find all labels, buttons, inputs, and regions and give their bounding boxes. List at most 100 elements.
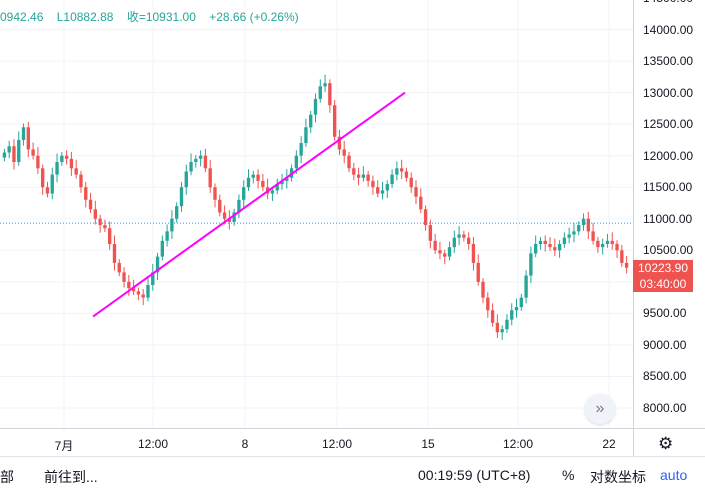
legend-high: 0942.46 [0,10,44,24]
gear-icon[interactable]: ⚙ [658,434,674,453]
candle-body [309,114,313,128]
scroll-to-realtime-button[interactable]: » [585,394,615,424]
timezone-clock[interactable]: 00:19:59 (UTC+8) [418,467,531,483]
candle-body [208,168,212,188]
candle-body [45,187,50,194]
candle-body [108,228,112,244]
candle-body [242,187,246,200]
candle-body [189,162,193,172]
chart-plot-area[interactable]: 0942.46 L10882.88 收=10931.00 +28.66 (+0.… [0,0,633,428]
candle-body [251,174,255,178]
candle-body [165,231,169,241]
candle-body [88,199,93,210]
time-axis[interactable]: 7月 12:00 8 12:00 15 12:00 22 [0,428,633,457]
candle-body [572,231,576,235]
candle-body [385,184,389,191]
price-tick: 12000.00 [643,148,694,163]
time-tick: 12:00 [502,437,534,451]
candle-body [93,209,98,219]
log-scale-toggle[interactable]: 对数坐标 [590,469,646,485]
candle-body [131,288,136,292]
candle-body [194,158,198,162]
candle-body [553,247,557,251]
candle-body [294,155,299,169]
price-axis[interactable]: 14500.00 14000.00 13500.00 13000.00 12500.00… [633,0,705,428]
candle-body [2,152,7,158]
price-tick: 14500.00 [643,0,693,5]
candle-body [64,155,69,159]
price-tick: 13500.00 [643,54,694,69]
price-tick: 11000.00 [643,211,693,226]
candle-body [232,212,236,222]
candle-body [103,225,107,229]
candle-body [261,180,265,188]
candle-body [519,297,523,308]
candle-body [562,237,567,244]
time-tick: 22 [602,437,616,451]
candle-body [352,168,356,175]
candle-body [605,240,610,244]
time-tick: 7月 [54,439,74,453]
candle-body [452,237,456,248]
candle-body [591,231,595,241]
goto-date-button[interactable]: 前往到... [44,469,98,485]
candle-body [615,244,619,251]
candle-body [581,218,586,226]
time-tick: 12:00 [137,437,169,451]
candle-body [17,139,21,162]
candle-body [160,240,165,257]
candle-body [146,285,150,298]
candle-body [514,307,519,311]
candle-body [122,272,126,282]
candle-body [356,174,361,178]
candle-body [218,199,222,213]
candle-body [376,187,380,194]
candle-body [275,184,279,191]
axis-corner: ⚙ [633,428,705,457]
legend-low: L10882.88 [56,10,114,24]
candle-body [438,250,442,254]
candle-body [170,218,174,232]
candle-body [84,187,88,200]
price-tick: 9000.00 [643,337,687,352]
candle-body [443,253,447,257]
candle-body [476,262,480,282]
price-tick: 8500.00 [643,369,687,384]
candle-body [457,234,461,238]
candle-body [447,247,452,257]
candle-body [117,262,121,273]
candle-body [462,234,466,238]
candlestick-chart[interactable] [0,0,633,428]
candle-body [399,168,404,172]
ohlc-legend: 0942.46 L10882.88 收=10931.00 +28.66 (+0.… [0,8,309,25]
candle-body [323,83,327,87]
candle-body [12,146,16,162]
candle-body [586,218,590,232]
candle-body [433,240,437,251]
candle-body [337,136,342,150]
auto-scale-toggle[interactable]: auto [660,467,688,483]
percent-scale-toggle[interactable]: % [562,467,575,483]
candle-body [60,155,64,162]
candle-body [198,155,203,159]
candle-body [524,275,528,298]
price-tick: 9500.00 [643,306,687,321]
candle-body [390,174,394,185]
range-button-all[interactable]: 部 [0,469,14,485]
candle-body [7,146,11,153]
price-tick: 10500.00 [643,243,694,258]
candle-body [36,155,40,169]
candle-body [69,158,74,169]
candle-body [26,127,30,150]
candle-body [486,297,490,311]
candle-body [256,174,260,181]
candle-body [313,98,318,115]
time-tick: 12:00 [321,437,353,451]
candle-body [423,209,428,226]
candle-body [237,199,241,213]
candle-body [203,155,208,169]
price-tick: 11500.00 [643,180,693,195]
candle-body [127,281,131,289]
current-price-tag: 10223.90 [633,259,693,276]
candle-body [141,294,145,298]
